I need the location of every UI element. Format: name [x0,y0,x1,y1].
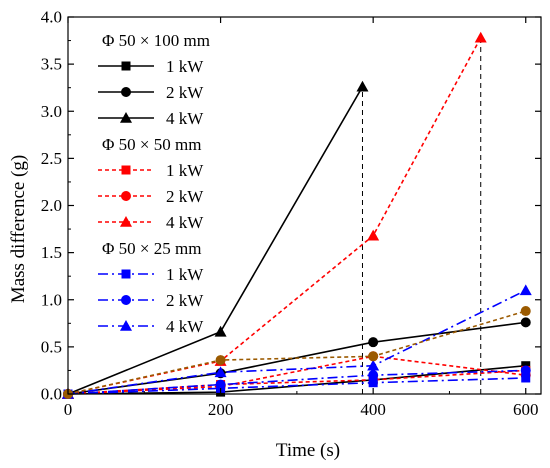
legend-marker [121,269,131,279]
series-layer [62,31,532,399]
y-tick-label: 0.0 [41,385,62,404]
series-line [67,377,526,395]
y-tick-label: 4.0 [41,8,62,27]
legend-item: 4 kW [98,109,204,128]
series-line [67,369,526,395]
legend-item: 2 kW [98,187,204,206]
legend-item: 4 kW [98,317,204,336]
legend-label: 4 kW [166,317,204,336]
y-tick-label: 0.5 [41,337,62,356]
y-tick-label: 1.5 [41,243,62,262]
data-point [521,373,531,383]
x-tick-label: 600 [513,400,539,419]
data-point [474,31,487,43]
series-line [67,355,526,395]
legend-marker [120,112,132,123]
data-point [368,378,378,388]
series-9 [62,284,532,399]
y-tick-label: 3.0 [41,102,62,121]
data-point [520,365,531,376]
data-point [215,379,226,390]
legend-item: 1 kW [98,57,204,76]
legend-item: 1 kW [98,161,204,180]
legend-group-title: Φ 50 × 50 mm [102,135,201,154]
y-tick-label: 2.5 [41,149,62,168]
legend-item: 4 kW [98,213,204,232]
data-point [214,366,227,378]
data-point [368,337,379,348]
legend-label: 1 kW [166,57,204,76]
legend-item: 1 kW [98,265,204,284]
series-7 [63,373,531,399]
data-point [215,355,226,366]
plot-frame [67,16,542,395]
data-point [367,229,380,241]
legend: Φ 50 × 100 mm 1 kW 2 kW 4 kW Φ 50 × 50 mm 1 k… [98,31,210,336]
data-point [520,306,531,317]
legend-group-title: Φ 50 × 25 mm [102,239,201,258]
x-axis-label: Time (s) [276,440,340,461]
legend-group-2: Φ 50 × 50 mm 1 kW 2 kW 4 kW [98,135,204,232]
x-tick-label: 400 [360,400,386,419]
legend-marker [121,191,131,201]
series-line [67,310,526,395]
legend-marker [121,295,131,305]
legend-label: 2 kW [166,291,204,310]
legend-marker [120,216,132,227]
x-tick-label: 0 [64,400,73,419]
legend-group-3: Φ 50 × 25 mm 1 kW 2 kW 4 kW [98,239,204,336]
legend-label: 1 kW [166,161,204,180]
series-line [67,369,526,395]
legend-item: 2 kW [98,291,204,310]
y-tick-label: 2.0 [41,196,62,215]
reference-lines [361,37,482,394]
legend-label: 4 kW [166,213,204,232]
legend-item: 2 kW [98,83,204,102]
data-point [519,284,532,296]
legend-group-1: Φ 50 × 100 mm 1 kW 2 kW 4 kW [98,31,210,128]
legend-label: 4 kW [166,109,204,128]
data-point [367,359,380,371]
data-point [356,80,369,92]
legend-label: 1 kW [166,265,204,284]
y-tick-label: 1.0 [41,290,62,309]
legend-marker [121,61,131,71]
axes: 0 200 400 600 0.0 0.5 1.0 1.5 2.0 2.5 3.0 3.5 4.0 [41,8,542,419]
legend-marker [120,320,132,331]
y-axis-label: Mass difference (g) [8,155,29,303]
series-10 [63,306,531,399]
data-point [368,351,379,362]
data-point [520,317,531,328]
y-tick-label: 3.5 [41,55,62,74]
legend-group-title: Φ 50 × 100 mm [102,31,210,50]
legend-label: 2 kW [166,187,204,206]
x-tick-label: 200 [208,400,234,419]
series-6 [62,31,487,399]
legend-marker [121,165,131,175]
legend-label: 2 kW [166,83,204,102]
data-point [368,370,379,381]
data-point [214,325,227,337]
legend-marker [121,87,131,97]
